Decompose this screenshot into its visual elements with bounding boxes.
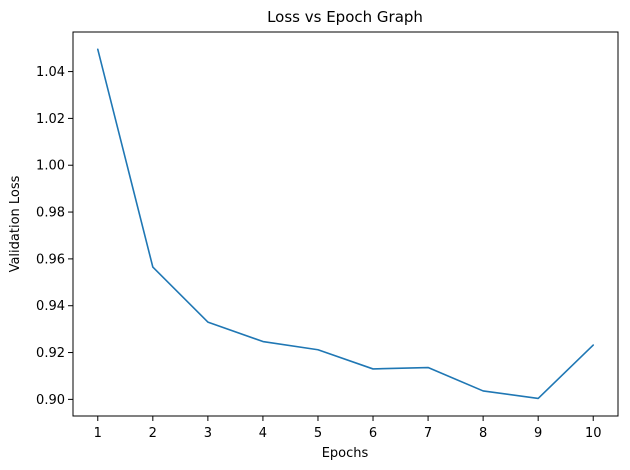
y-tick-label: 0.90 <box>36 393 65 408</box>
x-tick-label: 2 <box>149 426 157 441</box>
y-tick-label: 0.98 <box>36 206 65 221</box>
y-tick-label: 1.04 <box>36 65 65 80</box>
x-tick-label: 9 <box>534 426 542 441</box>
x-axis-label: Epochs <box>322 446 369 461</box>
chart-title: Loss vs Epoch Graph <box>267 8 423 26</box>
series-line <box>96 48 595 400</box>
x-tick-label: 6 <box>369 426 377 441</box>
y-axis-ticks: 0.90 0.92 0.94 0.96 0.98 1.00 1.02 1.04 <box>36 65 73 408</box>
x-tick-label: 3 <box>204 426 212 441</box>
y-tick-label: 1.02 <box>36 112 65 127</box>
plot-frame <box>72 31 619 417</box>
y-tick-label: 1.00 <box>36 159 65 174</box>
x-tick-label: 4 <box>259 426 267 441</box>
y-axis-label: Validation Loss <box>8 175 23 272</box>
y-tick-label: 0.94 <box>36 299 65 314</box>
x-tick-label: 10 <box>585 426 602 441</box>
x-axis-ticks: 1 2 3 4 5 6 7 8 9 10 <box>94 416 602 441</box>
series-layer <box>96 48 595 400</box>
y-tick-label: 0.92 <box>36 346 65 361</box>
x-tick-label: 5 <box>314 426 322 441</box>
x-tick-label: 8 <box>479 426 487 441</box>
x-tick-label: 1 <box>94 426 102 441</box>
x-tick-label: 7 <box>424 426 432 441</box>
y-tick-label: 0.96 <box>36 252 65 267</box>
